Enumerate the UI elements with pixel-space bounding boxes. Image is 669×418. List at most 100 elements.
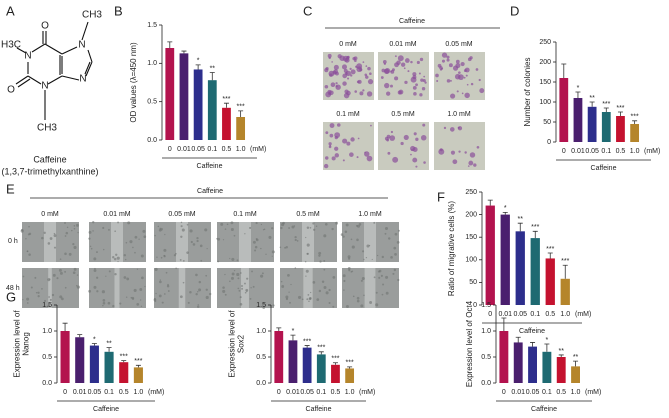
colony — [473, 163, 477, 167]
y-tick-label: 1.5 — [481, 302, 491, 309]
cell — [271, 227, 274, 230]
cell — [96, 290, 99, 293]
bar — [630, 124, 640, 142]
error-bar — [181, 50, 187, 54]
cell — [331, 227, 334, 231]
bar — [559, 78, 569, 142]
colony — [422, 79, 426, 83]
cell — [394, 253, 397, 256]
cell — [378, 276, 381, 279]
x-tick-label: 0.5 — [556, 389, 566, 396]
cell — [325, 291, 329, 295]
photo-label: 0 mM — [41, 211, 59, 218]
cell — [133, 288, 137, 292]
x-tick-label: 0 — [277, 389, 281, 396]
cell — [252, 240, 256, 244]
x-tick-label: 0.05 — [300, 389, 314, 396]
bar — [530, 238, 540, 305]
cell — [244, 282, 246, 285]
cell — [51, 293, 55, 297]
y-tick-label: 1.0 — [147, 60, 157, 67]
bar — [513, 342, 523, 383]
cell — [236, 259, 239, 262]
error-bar — [290, 334, 296, 341]
cell — [140, 254, 144, 258]
cell — [195, 292, 198, 296]
cell — [356, 299, 360, 303]
cell — [179, 259, 182, 261]
cell — [102, 301, 106, 305]
cell — [233, 234, 236, 237]
cell — [233, 269, 236, 272]
cell — [102, 304, 104, 307]
colony — [349, 152, 354, 157]
bar — [236, 117, 246, 140]
colony — [412, 72, 417, 77]
bar — [573, 98, 583, 142]
colony — [352, 56, 356, 61]
cell — [64, 235, 67, 237]
cell — [309, 226, 312, 229]
y-tick-label: 1.0 — [481, 328, 491, 335]
scratch — [178, 268, 186, 308]
x-tick-label: 1.0 — [630, 148, 640, 155]
colony — [333, 64, 339, 70]
cell — [230, 276, 234, 280]
colony — [350, 137, 355, 142]
cell — [163, 293, 166, 295]
bar — [616, 116, 625, 142]
x-tick-label: 0 — [168, 146, 172, 153]
x-tick-label: 0.1 — [530, 311, 540, 318]
cell — [197, 304, 199, 306]
cell — [312, 280, 316, 284]
colony — [436, 80, 439, 83]
cell — [224, 293, 227, 296]
y-tick-label: 1.5 — [147, 22, 157, 29]
colony — [415, 83, 418, 87]
error-bar — [304, 345, 310, 348]
cell — [58, 268, 62, 272]
error-bar — [544, 343, 550, 352]
cell — [375, 303, 379, 307]
cell — [231, 272, 235, 276]
cell — [64, 286, 67, 289]
cell — [347, 255, 351, 259]
cell — [285, 246, 288, 249]
bar — [601, 112, 611, 142]
cell — [312, 222, 315, 225]
colony — [390, 84, 393, 88]
colony — [323, 163, 329, 169]
colony — [367, 66, 371, 71]
cell — [350, 238, 353, 241]
cell — [288, 227, 291, 229]
cell — [281, 285, 285, 288]
colony — [456, 90, 459, 93]
cell — [280, 280, 283, 283]
colony — [415, 137, 419, 141]
cell — [208, 292, 212, 296]
atom: O — [41, 21, 49, 32]
cell — [308, 297, 312, 301]
cell — [125, 296, 128, 298]
photo-label: 0.1 mM — [336, 111, 360, 118]
error-bar — [561, 63, 567, 78]
cell — [323, 234, 327, 238]
x-tick-label: 1.0 — [560, 311, 570, 318]
cell — [93, 257, 97, 261]
cell — [155, 292, 157, 295]
cell — [365, 256, 368, 259]
cell — [239, 296, 242, 299]
cell — [72, 243, 75, 246]
cell — [72, 271, 76, 275]
bar — [104, 351, 114, 383]
colony — [329, 90, 334, 96]
error-bar — [517, 222, 523, 232]
cell — [393, 246, 397, 250]
cell — [65, 231, 69, 235]
cell — [397, 278, 400, 282]
cell — [59, 258, 62, 260]
colony — [455, 63, 461, 69]
cell — [356, 296, 360, 300]
cell — [144, 285, 146, 288]
